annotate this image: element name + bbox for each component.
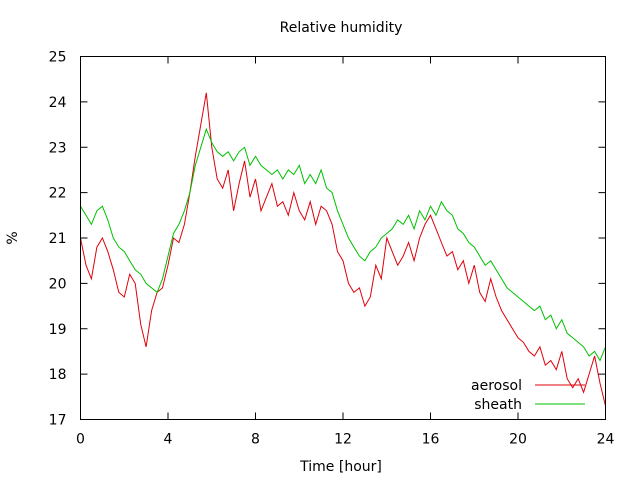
y-tick-label: 18 <box>49 367 67 383</box>
y-tick-label: 25 <box>49 50 67 66</box>
x-tick-label: 16 <box>422 432 440 448</box>
y-tick-label: 22 <box>49 186 67 202</box>
x-tick-label: 0 <box>76 432 85 448</box>
x-axis-label: Time [hour] <box>299 459 382 475</box>
y-tick-label: 24 <box>49 95 67 111</box>
legend-label-aerosol: aerosol <box>471 378 522 394</box>
y-axis-label: % <box>5 231 21 244</box>
series-layer <box>80 92 606 407</box>
series-line-sheath <box>80 127 606 362</box>
y-tick-label: 23 <box>49 140 67 156</box>
x-tick-label: 4 <box>164 432 173 448</box>
tick-layer: 0 4 8 12 16 20 24 17 18 19 20 21 22 23 24 25 <box>49 50 615 448</box>
x-tick-label: 12 <box>334 432 352 448</box>
y-tick-label: 17 <box>49 413 67 429</box>
chart-title: Relative humidity <box>280 20 403 36</box>
legend-label-sheath: sheath <box>474 397 522 413</box>
x-tick-label: 20 <box>509 432 527 448</box>
legend: aerosol sheath <box>471 378 585 413</box>
x-tick-label: 8 <box>251 432 260 448</box>
x-tick-label: 24 <box>597 432 615 448</box>
y-tick-label: 20 <box>49 276 67 292</box>
y-tick-label: 19 <box>49 322 67 338</box>
plot-frame <box>80 56 606 420</box>
series-line-aerosol <box>80 92 606 407</box>
y-tick-label: 21 <box>49 231 67 247</box>
